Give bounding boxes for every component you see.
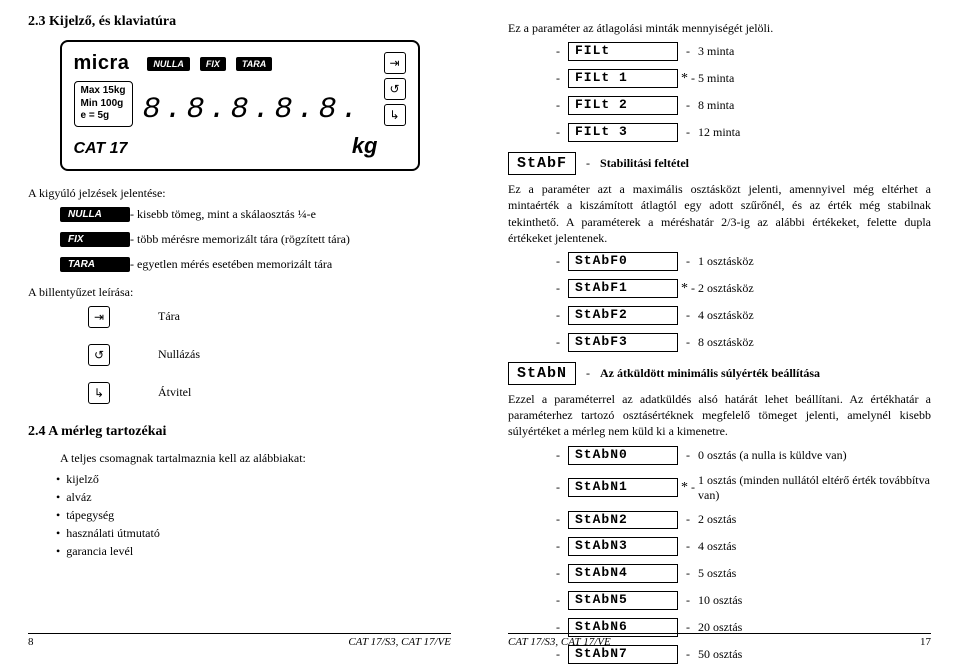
filt-seg: FILt 1 bbox=[568, 69, 678, 88]
stabn-list: -StAbN0-0 osztás (a nulla is küldve van)… bbox=[548, 446, 931, 664]
key-null-icon: ↺ bbox=[384, 78, 406, 100]
stabn-item-val: 4 osztás bbox=[698, 539, 931, 554]
cat-label: CAT 17 bbox=[74, 140, 128, 158]
stabf-title: Stabilitási feltétel bbox=[600, 156, 689, 171]
stabf-item-seg: StAbF0 bbox=[568, 252, 678, 271]
lcd-digits: 8.8.8.8.8. bbox=[143, 93, 378, 127]
tag-fix: FIX bbox=[200, 57, 226, 71]
stabf-item-seg: StAbF1 bbox=[568, 279, 678, 298]
stabn-item-seg: StAbN0 bbox=[568, 446, 678, 465]
accessories-intro: A teljes csomagnak tartalmaznia kell az … bbox=[60, 450, 451, 466]
acc-item: kijelző bbox=[56, 472, 451, 487]
spec-line-2: Min 100g bbox=[81, 98, 126, 111]
def-tara-text: - egyetlen mérés esetében memorizált tár… bbox=[130, 257, 451, 272]
acc-item: garancia levél bbox=[56, 544, 451, 559]
key-def-null-text: Nullázás bbox=[158, 347, 451, 362]
stabn-header: StAbN - Az átküldött minimális súlyérték… bbox=[508, 362, 931, 386]
signals-definitions: NULLA - kisebb tömeg, mint a skálaosztás… bbox=[60, 207, 451, 272]
stabn-text: Ezzel a paraméterrel az adatküldés alsó … bbox=[508, 391, 931, 440]
spec-line-1: Max 15kg bbox=[81, 85, 126, 98]
tag-tara: TARA bbox=[236, 57, 272, 71]
stabf-item-val: 2 osztásköz bbox=[698, 281, 931, 296]
section-2-4-title: 2.4 A mérleg tartozékai bbox=[28, 424, 451, 440]
stabn-item-val: 0 osztás (a nulla is küldve van) bbox=[698, 448, 931, 463]
lcd-panel: micra NULLA FIX TARA Max 15kg Min 100g bbox=[60, 40, 420, 171]
section-2-3-title: 2.3 Kijelző, és klaviatúra bbox=[28, 14, 451, 30]
page: 2.3 Kijelző, és klaviatúra micra NULLA F… bbox=[0, 0, 959, 652]
keys-title: A billentyűzet leírása: bbox=[28, 284, 451, 300]
tag-nulla: NULLA bbox=[147, 57, 190, 71]
def-nulla-text: - kisebb tömeg, mint a skálaosztás ¼-e bbox=[130, 207, 451, 222]
key-def-tara-icon: ⇥ bbox=[88, 306, 110, 328]
def-tara-tag: TARA bbox=[60, 257, 130, 272]
stabn-item-seg: StAbN3 bbox=[568, 537, 678, 556]
left-footer: 8 CAT 17/S3, CAT 17/VE bbox=[28, 633, 451, 648]
stabn-title: Az átküldött minimális súlyérték beállít… bbox=[600, 366, 820, 381]
stabn-item-val: 1 osztás (minden nullától eltérő érték t… bbox=[698, 473, 931, 503]
left-footer-model: CAT 17/S3, CAT 17/VE bbox=[348, 636, 451, 648]
stabf-item-val: 4 osztásköz bbox=[698, 308, 931, 323]
acc-item: tápegység bbox=[56, 508, 451, 523]
brand-label: micra bbox=[74, 52, 130, 75]
filt-seg: FILt 3 bbox=[568, 123, 678, 142]
def-fix-tag: FIX bbox=[60, 232, 130, 247]
stabf-item-seg: StAbF3 bbox=[568, 333, 678, 352]
stabn-item-val: 2 osztás bbox=[698, 512, 931, 527]
right-page-number: 17 bbox=[920, 636, 931, 648]
left-page-number: 8 bbox=[28, 636, 34, 648]
filt-intro: Ez a paraméter az átlagolási minták menn… bbox=[508, 20, 931, 36]
key-def-send-icon: ↳ bbox=[88, 382, 110, 404]
left-column: 2.3 Kijelző, és klaviatúra micra NULLA F… bbox=[0, 0, 479, 652]
stabn-item-val: 5 osztás bbox=[698, 566, 931, 581]
key-def-send-text: Átvitel bbox=[158, 385, 451, 400]
filt-val: 8 minta bbox=[698, 98, 931, 113]
stabn-item-seg: StAbN4 bbox=[568, 564, 678, 583]
def-fix-text: - több mérésre memorizált tára (rögzítet… bbox=[130, 232, 451, 247]
acc-item: használati útmutató bbox=[56, 526, 451, 541]
stabn-item-seg: StAbN2 bbox=[568, 511, 678, 530]
key-def-null-icon: ↺ bbox=[88, 344, 110, 366]
stabf-item-val: 1 osztásköz bbox=[698, 254, 931, 269]
stabf-seg: StAbF bbox=[508, 152, 576, 176]
key-tara-icon: ⇥ bbox=[384, 52, 406, 74]
right-footer: CAT 17/S3, CAT 17/VE 17 bbox=[508, 633, 931, 648]
right-footer-model: CAT 17/S3, CAT 17/VE bbox=[508, 636, 611, 648]
filt-seg: FILt bbox=[568, 42, 678, 61]
key-def-tara-text: Tára bbox=[158, 309, 451, 324]
key-send-icon: ↳ bbox=[384, 104, 406, 126]
filt-list: -FILt -3 minta -FILt 1* -5 minta -FILt 2… bbox=[548, 42, 931, 142]
stabf-item-seg: StAbF2 bbox=[568, 306, 678, 325]
stabf-item-val: 8 osztásköz bbox=[698, 335, 931, 350]
filt-val: 3 minta bbox=[698, 44, 931, 59]
kg-label: kg bbox=[352, 133, 378, 159]
accessories-list: kijelző alváz tápegység használati útmut… bbox=[56, 472, 451, 559]
keys-definitions: ⇥ Tára ↺ Nullázás ↳ Átvitel bbox=[88, 306, 451, 404]
stabf-header: StAbF - Stabilitási feltétel bbox=[508, 152, 931, 176]
spec-box: Max 15kg Min 100g e = 5g bbox=[74, 81, 133, 127]
stabn-item-val: 10 osztás bbox=[698, 593, 931, 608]
def-nulla-tag: NULLA bbox=[60, 207, 130, 222]
acc-item: alváz bbox=[56, 490, 451, 505]
signals-title: A kigyúló jelzések jelentése: bbox=[28, 185, 451, 201]
stabn-seg: StAbN bbox=[508, 362, 576, 386]
stabn-item-val: 50 osztás bbox=[698, 647, 931, 662]
right-column: Ez a paraméter az átlagolási minták menn… bbox=[480, 0, 959, 652]
spec-line-3: e = 5g bbox=[81, 110, 126, 123]
stabf-list: -StAbF0-1 osztásköz -StAbF1* -2 osztáskö… bbox=[548, 252, 931, 352]
stabn-item-seg: StAbN5 bbox=[568, 591, 678, 610]
stabf-text: Ez a paraméter azt a maximális osztásköz… bbox=[508, 181, 931, 246]
stabn-item-seg: StAbN1 bbox=[568, 478, 678, 497]
filt-val: 5 minta bbox=[698, 71, 931, 86]
filt-seg: FILt 2 bbox=[568, 96, 678, 115]
filt-val: 12 minta bbox=[698, 125, 931, 140]
